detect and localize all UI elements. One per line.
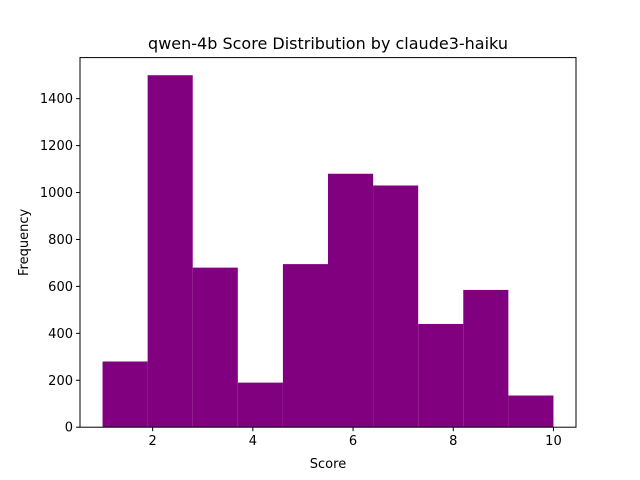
y-axis-label: Frequency — [17, 209, 32, 276]
x-axis-label: Score — [310, 457, 346, 472]
histogram-bar — [508, 395, 554, 428]
y-tick-label: 200 — [48, 374, 73, 389]
histogram-bar — [282, 264, 328, 428]
y-tick-label: 800 — [48, 233, 73, 248]
x-tick-label: 4 — [249, 434, 257, 449]
histogram-bar — [147, 75, 193, 428]
histogram-bar — [328, 173, 374, 428]
histogram-bar — [373, 185, 419, 428]
x-ticks-group: 2 4 6 8 10 — [149, 427, 562, 449]
histogram-bar — [237, 382, 283, 428]
plot-frame — [79, 57, 577, 428]
histogram-bar — [192, 267, 238, 428]
histogram-bar — [102, 361, 148, 428]
y-tick-label: 1200 — [40, 139, 73, 154]
x-tick-label: 10 — [545, 434, 562, 449]
x-tick-label: 8 — [449, 434, 457, 449]
y-tick-label: 0 — [65, 421, 73, 436]
histogram-bar — [418, 323, 464, 428]
y-tick-label: 1000 — [40, 186, 73, 201]
bars-group — [102, 75, 554, 428]
y-ticks-group: 0 200 400 600 800 1000 1200 1400 — [40, 92, 80, 436]
y-tick-label: 400 — [48, 327, 73, 342]
y-tick-label: 600 — [48, 280, 73, 295]
histogram-bar — [463, 289, 509, 428]
x-tick-label: 6 — [349, 434, 357, 449]
chart-title: qwen-4b Score Distribution by claude3-ha… — [148, 34, 508, 53]
y-tick-label: 1400 — [40, 92, 73, 107]
x-tick-label: 2 — [149, 434, 157, 449]
